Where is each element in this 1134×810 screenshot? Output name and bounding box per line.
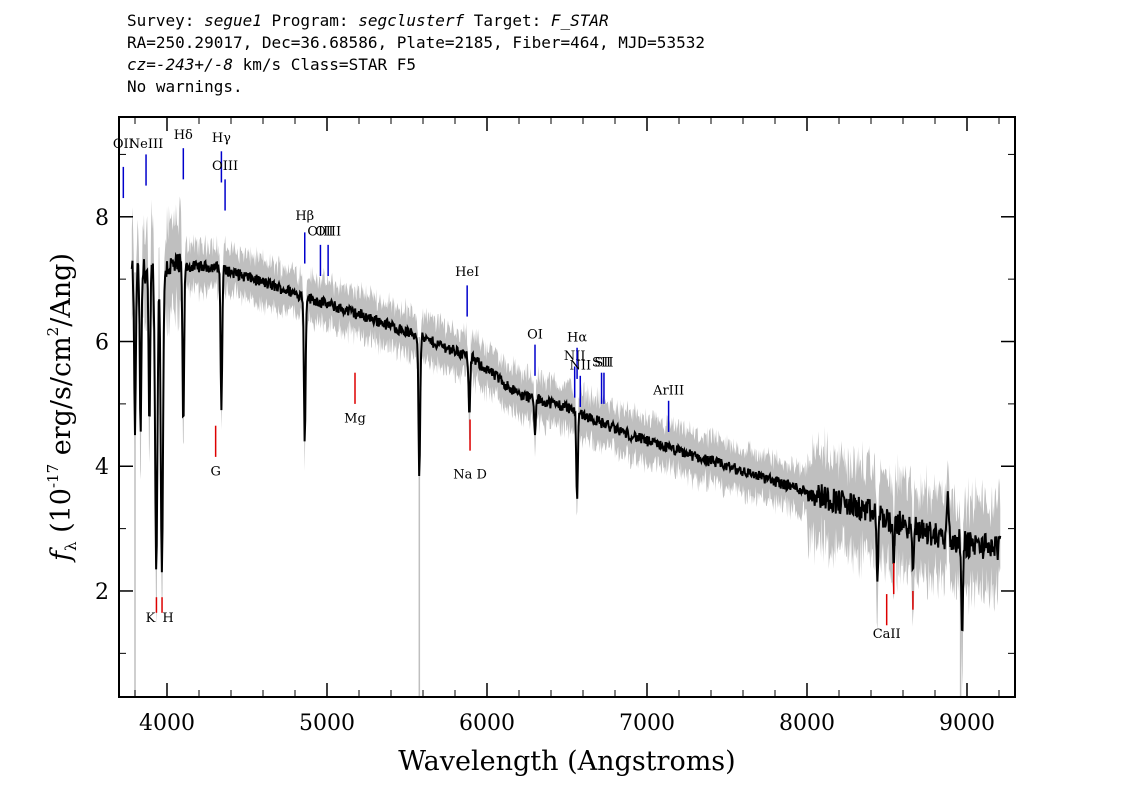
emission-line-label: Hα	[567, 331, 587, 346]
error-band	[131, 196, 1001, 689]
emission-line-label: NII	[564, 349, 586, 364]
x-axis-title: Wavelength (Angstroms)	[398, 746, 735, 777]
emission-line-label: NII	[569, 359, 591, 374]
emission-line-label: HeI	[455, 265, 479, 280]
absorption-line-label: CaII	[873, 627, 901, 642]
emission-line-label: OIII	[212, 159, 238, 174]
error-band-layer	[131, 196, 1001, 697]
emission-line-label: ArIII	[652, 384, 684, 399]
y-tick-label: 2	[95, 580, 109, 605]
y-axis-title: fλ (10-17 erg/s/cm2/Ang)	[44, 253, 80, 563]
axis-ticks-layer: 4000 5000 6000 7000 8000 9000 2 4 6 8	[95, 117, 1015, 736]
emission-line-label: SII	[592, 355, 611, 370]
emission-line-label: SII	[594, 355, 613, 370]
x-tick-label: 8000	[779, 711, 835, 736]
y-tick-label: 4	[95, 455, 109, 480]
x-tick-label: 7000	[619, 711, 675, 736]
flux-layer	[130, 251, 1002, 632]
emission-line-label: OI	[527, 327, 543, 342]
emission-line-label: Hγ	[212, 131, 231, 146]
absorption-line-label: K	[146, 611, 156, 626]
emission-line-label: NeIII	[129, 137, 163, 152]
header-survey-line: Survey: segue1 Program: segclusterf Targ…	[127, 11, 609, 30]
absorption-line-label: Mg	[344, 412, 366, 427]
plot-frame	[118, 116, 1016, 698]
emission-line-label: OIII	[307, 224, 333, 239]
absorption-line-label: Na D	[453, 468, 487, 483]
x-tick-label: 9000	[939, 711, 995, 736]
flux-series	[130, 251, 1002, 632]
y-tick-label: 6	[95, 331, 109, 356]
absorption-line-label: H	[162, 611, 173, 626]
x-tick-label: 5000	[299, 711, 355, 736]
spectrum-header: Survey: segue1 Program: segclusterf Targ…	[127, 10, 705, 98]
y-tick-label: 8	[95, 206, 109, 231]
x-tick-label: 6000	[459, 711, 515, 736]
header-warnings-line: No warnings.	[127, 77, 243, 96]
absorption-line-label: G	[210, 465, 220, 480]
emission-line-label: Hβ	[295, 209, 314, 224]
header-redshift-line: cz=-243+/-8 km/s Class=STAR F5	[127, 55, 416, 74]
header-coordinates-line: RA=250.29017, Dec=36.68586, Plate=2185, …	[127, 33, 705, 52]
emission-line-label: Hδ	[174, 128, 193, 143]
emission-line-label: OIII	[315, 224, 341, 239]
x-tick-label: 4000	[139, 711, 195, 736]
